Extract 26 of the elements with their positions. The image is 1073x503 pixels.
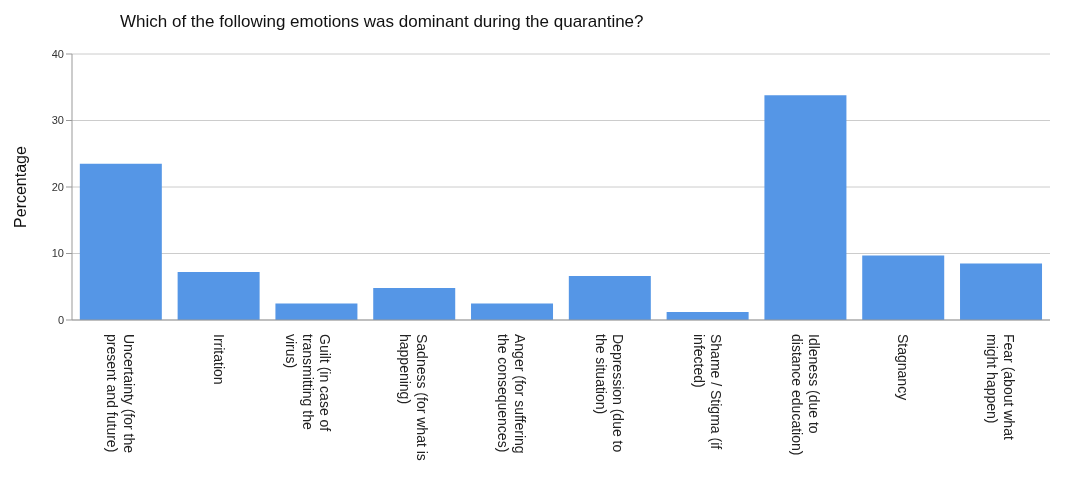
x-tick-label: Guilt (in case of transmitting the virus) xyxy=(282,334,333,432)
y-axis-title: Percentage xyxy=(11,145,29,228)
x-tick-label: Sadness (for what is happening) xyxy=(397,334,431,461)
x-tick-label: Idleness (due to distance education) xyxy=(788,334,822,456)
bar xyxy=(862,255,945,320)
bar xyxy=(471,303,554,320)
bar xyxy=(960,263,1043,320)
y-tick-label: 10 xyxy=(51,247,64,260)
x-tick-label: Fear (about what might happen) xyxy=(984,334,1018,440)
y-tick-label: 20 xyxy=(51,180,64,193)
bar xyxy=(373,288,456,320)
x-tick-label: Shame / Stigma (if infected) xyxy=(690,334,724,450)
x-tick-label: Anger (for suffering the consequences) xyxy=(495,334,529,454)
y-tick-label: 40 xyxy=(51,47,64,60)
chart-title: Which of the following emotions was dominant during the quarantine? xyxy=(120,12,644,32)
x-tick-label: Stagnancy xyxy=(895,334,912,401)
bar xyxy=(79,163,162,320)
x-tick-label: Irritation xyxy=(210,334,227,385)
bar xyxy=(275,303,358,320)
y-tick-label: 0 xyxy=(57,313,64,326)
y-tick-label: 30 xyxy=(51,114,64,127)
x-tick-label: Depression (due to the situation) xyxy=(592,334,626,453)
bar xyxy=(177,272,260,320)
bar xyxy=(764,95,847,320)
bar xyxy=(568,276,651,320)
x-tick-label: Uncertainty (for the present and future) xyxy=(103,334,137,454)
